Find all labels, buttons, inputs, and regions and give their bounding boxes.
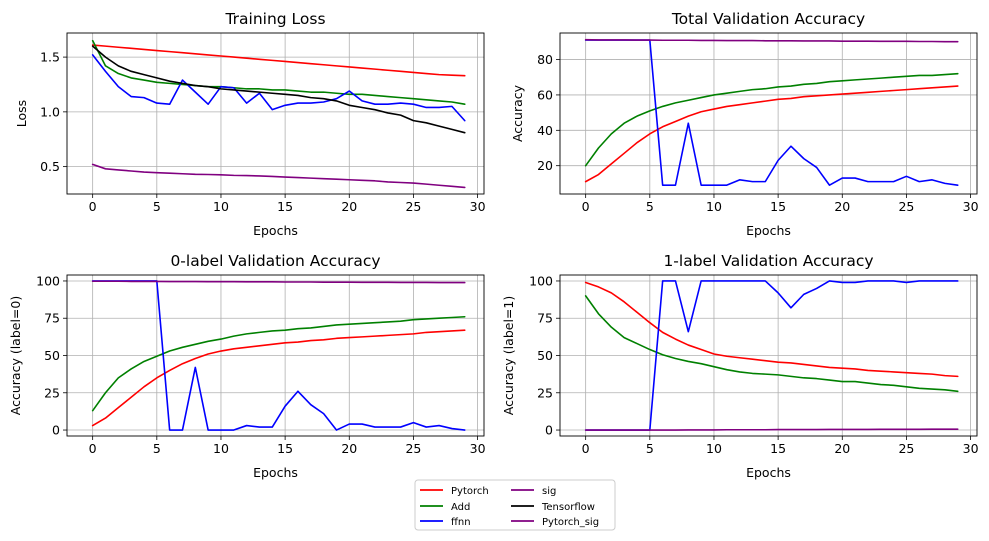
x-tick-label: 15 <box>770 199 786 214</box>
x-tick-label: 30 <box>470 199 486 214</box>
label0-validation-accuracy-title: 0-label Validation Accuracy <box>170 252 380 270</box>
x-tick-label: 5 <box>646 441 654 456</box>
total-validation-accuracy-title: Total Validation Accuracy <box>671 10 865 28</box>
y-tick-label: 0.5 <box>40 159 60 174</box>
x-tick-label: 10 <box>213 441 229 456</box>
label1-validation-accuracy-xlabel: Epochs <box>746 465 791 480</box>
training-loss-series-tensorflow <box>91 45 466 134</box>
total-validation-accuracy-series-sig <box>584 38 959 43</box>
legend-label-sig: sig <box>542 486 556 497</box>
label0-validation-accuracy-series-add <box>91 315 466 412</box>
training-loss-series-add <box>91 39 466 105</box>
total-validation-accuracy-xlabel: Epochs <box>746 223 791 238</box>
total-validation-accuracy-series-add <box>584 72 959 167</box>
y-tick-label: 80 <box>537 52 553 67</box>
legend-label-pytorch-sig: Pytorch_sig <box>542 517 599 528</box>
y-tick-label: 75 <box>537 311 553 326</box>
y-tick-label: 0 <box>545 423 553 438</box>
y-tick-label: 100 <box>529 273 553 288</box>
label0-validation-accuracy-xlabel: Epochs <box>253 465 298 480</box>
y-tick-label: 100 <box>36 273 60 288</box>
x-tick-label: 0 <box>582 441 590 456</box>
x-tick-label: 15 <box>277 199 293 214</box>
label1-validation-accuracy-series-pytorch <box>584 281 959 378</box>
x-tick-label: 10 <box>706 199 722 214</box>
x-tick-label: 10 <box>213 199 229 214</box>
legend-frame <box>414 479 616 531</box>
x-tick-label: 20 <box>834 199 850 214</box>
y-tick-label: 75 <box>44 311 60 326</box>
label1-validation-accuracy-series-add <box>584 295 959 393</box>
training-loss-xlabel: Epochs <box>253 223 298 238</box>
label1-validation-accuracy-title: 1-label Validation Accuracy <box>663 252 873 270</box>
x-tick-label: 30 <box>470 441 486 456</box>
training-loss-axes-frame <box>66 32 485 195</box>
training-loss-series-ffnn <box>91 54 466 122</box>
y-tick-label: 60 <box>537 87 553 102</box>
x-tick-label: 5 <box>646 199 654 214</box>
training-loss-ylabel: Loss <box>14 100 29 127</box>
label0-validation-accuracy-series-pytorch <box>91 329 466 427</box>
label1-validation-accuracy-ylabel: Accuracy (label=1) <box>501 296 516 415</box>
label0-validation-accuracy-chart: 0 5 10 15 20 25 30 0 25 50 75 100 0-label Validation… <box>8 252 486 480</box>
total-validation-accuracy-ylabel: Accuracy <box>510 84 525 142</box>
legend-label-pytorch: Pytorch <box>451 486 489 497</box>
training-loss-series-pytorch <box>91 44 466 77</box>
x-tick-label: 25 <box>898 199 914 214</box>
x-tick-label: 0 <box>582 199 590 214</box>
x-tick-label: 0 <box>89 441 97 456</box>
legend-label-ffnn: ffnn <box>451 517 471 528</box>
total-validation-accuracy-series-pytorch <box>584 85 959 183</box>
x-tick-label: 15 <box>277 441 293 456</box>
x-tick-label: 15 <box>770 441 786 456</box>
y-tick-label: 25 <box>537 385 553 400</box>
training-loss-title: Training Loss <box>224 10 325 28</box>
legend: Pytorch Add ffnn sig Tensorflow Pytorch_sig <box>414 479 616 531</box>
x-tick-label: 5 <box>153 441 161 456</box>
y-tick-label: 40 <box>537 123 553 138</box>
x-tick-label: 25 <box>898 441 914 456</box>
y-tick-label: 1.5 <box>40 50 60 65</box>
y-tick-label: 0 <box>52 423 60 438</box>
total-validation-accuracy-series-ffnn <box>584 39 959 186</box>
total-validation-accuracy-axes-frame <box>559 32 978 195</box>
x-tick-label: 20 <box>341 199 357 214</box>
legend-label-tensorflow: Tensorflow <box>541 502 595 513</box>
label1-validation-accuracy-chart: 0 5 10 15 20 25 30 0 25 50 75 100 1-label Validation… <box>501 252 979 480</box>
label0-validation-accuracy-series-sig <box>91 280 466 284</box>
y-tick-label: 20 <box>537 158 553 173</box>
x-tick-label: 20 <box>834 441 850 456</box>
training-loss-chart: 0 5 10 15 20 25 30 0.5 1.0 1.5 Training Loss Epochs… <box>14 10 486 238</box>
y-tick-label: 50 <box>44 348 60 363</box>
y-tick-label: 25 <box>44 385 60 400</box>
x-tick-label: 10 <box>706 441 722 456</box>
training-loss-series-sig <box>91 163 466 189</box>
y-tick-label: 50 <box>537 348 553 363</box>
legend-label-add: Add <box>451 502 470 513</box>
x-tick-label: 0 <box>89 199 97 214</box>
x-tick-label: 25 <box>405 441 421 456</box>
y-tick-label: 1.0 <box>40 104 60 119</box>
x-tick-label: 30 <box>963 199 979 214</box>
label0-validation-accuracy-ylabel: Accuracy (label=0) <box>8 296 23 415</box>
total-validation-accuracy-chart: 0 5 10 15 20 25 30 20 40 60 80 Total Validation Acc… <box>510 10 979 238</box>
x-tick-label: 5 <box>153 199 161 214</box>
x-tick-label: 20 <box>341 441 357 456</box>
x-tick-label: 30 <box>963 441 979 456</box>
x-tick-label: 25 <box>405 199 421 214</box>
label1-validation-accuracy-series-sig <box>584 428 959 431</box>
